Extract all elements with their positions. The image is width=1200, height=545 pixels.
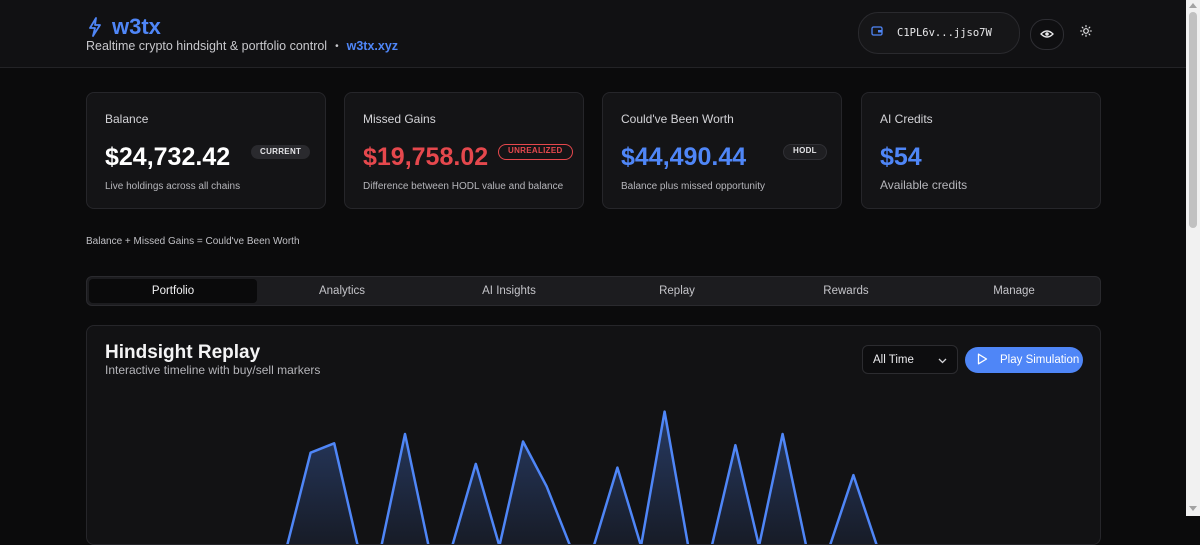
- card-title: AI Credits: [880, 112, 933, 126]
- panel-subtitle: Interactive timeline with buy/sell marke…: [105, 363, 321, 377]
- wallet-button[interactable]: C1PL6v...jjso7W: [858, 12, 1020, 54]
- scroll-up-icon[interactable]: [1189, 3, 1197, 8]
- page-scrollbar[interactable]: [1186, 0, 1200, 516]
- main-tabs: Portfolio Analytics AI Insights Replay R…: [86, 276, 1101, 306]
- status-badge: CURRENT: [251, 145, 311, 159]
- card-title: Could've Been Worth: [621, 112, 734, 126]
- card-value: $54: [880, 143, 922, 171]
- tagline: Realtime crypto hindsight & portfolio co…: [86, 39, 328, 53]
- card-description: Difference between HODL value and balanc…: [363, 181, 564, 192]
- card-description: Live holdings across all chains: [105, 181, 241, 192]
- status-badge: UNREALIZED: [498, 144, 573, 160]
- sun-icon: [1080, 24, 1092, 42]
- panel-title: Hindsight Replay: [105, 342, 261, 363]
- wallet-icon: [871, 24, 883, 42]
- could-have-been-worth-card: Could've Been Worth $44,490.44 HODL Bala…: [602, 92, 842, 209]
- card-description: Available credits: [880, 178, 968, 192]
- tagline-row: Realtime crypto hindsight & portfolio co…: [86, 39, 398, 53]
- scroll-thumb[interactable]: [1189, 12, 1197, 228]
- formula-note: Balance + Missed Gains = Could've Been W…: [86, 236, 300, 247]
- eye-icon: [1040, 26, 1054, 44]
- tab-ai-insights[interactable]: AI Insights: [482, 285, 536, 297]
- wallet-address: C1PL6v...jjso7W: [897, 27, 992, 39]
- play-simulation-button[interactable]: Play Simulation: [965, 347, 1083, 373]
- theme-toggle-button[interactable]: [1076, 23, 1096, 43]
- card-value: $44,490.44: [621, 143, 747, 171]
- balance-card: Balance $24,732.42 CURRENT Live holdings…: [86, 92, 326, 209]
- logo[interactable]: w3tx: [88, 14, 161, 40]
- domain-link[interactable]: w3tx.xyz: [346, 39, 399, 53]
- chart-area: [287, 411, 877, 544]
- app-header: w3tx Realtime crypto hindsight & portfol…: [0, 0, 1186, 68]
- replay-chart[interactable]: [87, 386, 1101, 545]
- ai-credits-card: AI Credits $54 Available credits: [861, 92, 1101, 209]
- play-icon: [977, 353, 988, 368]
- card-value: $24,732.42: [105, 143, 231, 171]
- hindsight-replay-panel: Hindsight Replay Interactive timeline wi…: [86, 325, 1101, 545]
- status-badge: HODL: [783, 144, 827, 160]
- tab-rewards[interactable]: Rewards: [823, 285, 869, 297]
- card-description: Balance plus missed opportunity: [621, 181, 765, 192]
- tab-manage[interactable]: Manage: [993, 285, 1035, 297]
- tab-portfolio[interactable]: Portfolio: [89, 279, 257, 303]
- chevron-down-icon: [938, 355, 947, 367]
- card-value: $19,758.02: [363, 143, 489, 171]
- separator: •: [335, 40, 339, 52]
- card-title: Missed Gains: [363, 112, 436, 126]
- play-simulation-label: Play Simulation: [1000, 354, 1080, 366]
- app-name: w3tx: [112, 14, 161, 39]
- tab-replay[interactable]: Replay: [659, 285, 695, 297]
- tab-analytics[interactable]: Analytics: [318, 285, 366, 297]
- time-range-select[interactable]: All Time: [862, 345, 958, 374]
- scroll-down-icon[interactable]: [1189, 506, 1197, 511]
- lightning-icon: [88, 17, 102, 37]
- time-range-value: All Time: [873, 353, 914, 366]
- toggle-visibility-button[interactable]: [1030, 19, 1064, 50]
- card-title: Balance: [105, 112, 149, 126]
- missed-gains-card: Missed Gains $19,758.02 UNREALIZED Diffe…: [344, 92, 584, 209]
